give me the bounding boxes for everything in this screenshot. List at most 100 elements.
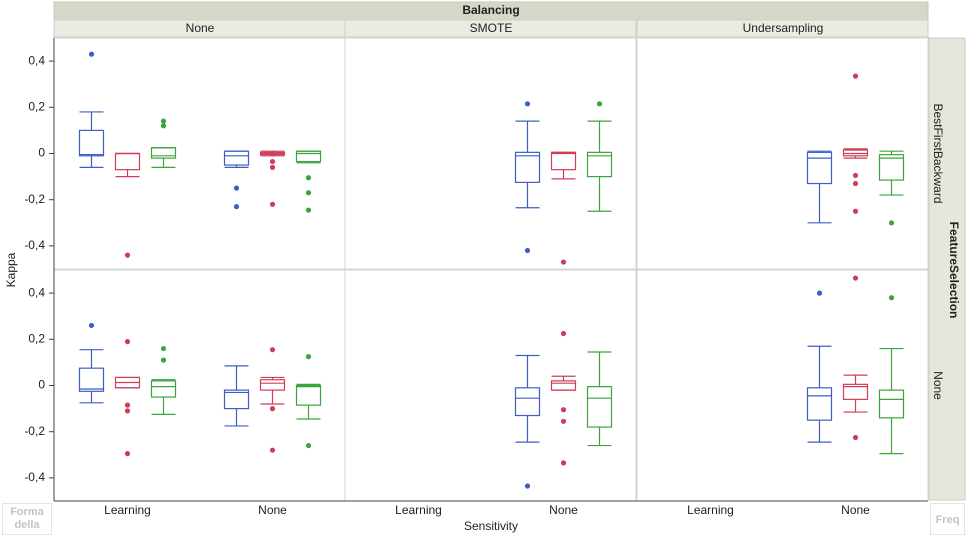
box [114,152,141,171]
whisker-lower [879,417,904,455]
outlier [560,259,567,265]
box [295,384,322,406]
outlier [305,354,312,360]
outlier [816,290,823,296]
outlier [269,347,276,353]
outlier [269,447,276,453]
whisker-lower [515,415,540,443]
whisker-upper [551,375,576,381]
box [514,387,541,417]
x-tick-label: Learning [687,503,734,517]
outlier [852,73,859,79]
outlier [124,408,131,414]
outlier [852,275,859,281]
box [550,151,577,171]
box [78,129,105,157]
whisker-upper [224,365,249,391]
box [150,147,177,159]
y-tick-label: 0,2 [28,99,45,113]
whisker-lower [843,399,868,413]
whisker-upper [79,349,104,369]
outlier [269,164,276,170]
column-label: Undersampling [743,21,824,35]
outlier [124,252,131,258]
outlier [852,180,859,187]
outlier [305,190,312,196]
column-strip [344,19,637,38]
row-label: None [931,371,945,400]
whisker-upper [296,383,321,386]
outlier [269,406,276,412]
whisker-upper [879,150,904,155]
x-tick-label: Learning [104,503,151,517]
x-tick-label: Learning [395,503,442,517]
whisker-upper [587,351,612,387]
box [259,379,286,391]
outlier [160,357,167,363]
outlier [124,451,131,457]
whisker-lower [807,183,832,224]
y-tick-label: 0,2 [28,331,45,345]
outlier [269,158,276,165]
whisker-lower [115,169,140,178]
box [806,387,833,421]
outlier [233,185,240,191]
whisker-lower [807,420,832,443]
y-tick-label: -0,2 [24,192,45,206]
x-axis-label: Sensitivity [464,519,518,533]
whisker-lower [515,182,540,209]
box [550,380,577,391]
box [150,380,177,398]
box [586,386,613,428]
box [878,389,905,419]
whisker-upper [807,345,832,388]
whisker-lower [151,397,176,415]
whisker-lower [843,155,868,159]
row-title: FeatureSelection [947,222,961,319]
whisker-upper [515,354,540,388]
whisker-upper [515,120,540,153]
outlier [560,407,567,413]
y-tick-label: -0,2 [24,424,45,438]
x-tick-label: None [549,503,578,517]
outlier [269,150,276,157]
x-tick-label: None [841,503,870,517]
panel [636,37,929,270]
whisker-lower [879,180,904,196]
column-label: None [186,21,215,35]
row-label: BestFirstBackward [931,103,945,203]
whisker-upper [151,379,176,381]
outlier [124,402,131,408]
box [223,150,250,166]
outlier [88,322,95,329]
outlier [233,204,240,210]
outlier [305,175,312,181]
whisker-lower [587,427,612,447]
y-tick-label: -0,4 [24,238,45,252]
outlier [852,434,859,441]
outlier [305,442,312,449]
whisker-lower [224,408,249,427]
corner-label: Freq [930,503,965,535]
box [806,151,833,185]
outlier [160,123,167,129]
outlier [524,483,531,489]
panel [344,37,637,270]
whisker-lower [551,169,576,180]
y-tick-label: -0,4 [24,470,45,484]
y-tick-label: 0 [38,378,45,392]
outlier [269,201,276,207]
panel [344,269,637,502]
outlier [596,101,603,107]
whisker-upper [260,376,285,380]
whisker-upper [843,148,868,151]
y-tick-label: 0,4 [28,285,45,299]
whisker-upper [587,120,612,153]
column-title: Balancing [462,3,519,17]
box [78,367,105,392]
whisker-lower [296,161,321,164]
outlier [88,51,95,57]
y-axis-label: Kappa [4,252,18,287]
